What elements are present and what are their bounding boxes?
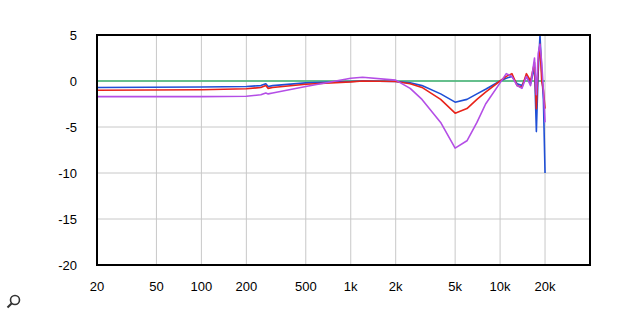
series-line [97,44,545,148]
y-tick-label: -5 [65,120,77,135]
x-tick-label: 20 [90,279,104,294]
x-tick-label: 100 [191,279,213,294]
y-tick-label: -15 [58,212,77,227]
x-grid-line [156,35,157,265]
x-grid-line [350,35,351,265]
y-tick-label: 5 [70,28,77,43]
x-tick-label: 2k [389,279,403,294]
x-grid-line [500,35,501,265]
x-grid-line [395,35,396,265]
y-tick-label: -10 [58,166,77,181]
y-tick-label: -20 [58,258,77,273]
y-grid-line [97,127,590,128]
chart: 20 50 100 200 500 1k 2k 5k 10k 20k -20 -15 -10 -5 0 5 [0,0,620,319]
series-line [97,35,545,173]
y-grid-line [97,173,590,174]
zoom-icon-handle [8,303,12,307]
background [0,0,620,319]
y-grid-line [97,219,590,220]
x-tick-label: 10k [490,279,511,294]
x-grid-line [201,35,202,265]
zoom-icon-lens [11,296,20,305]
series-line [97,44,545,113]
y-tick-label: 0 [70,74,77,89]
x-tick-label: 500 [295,279,317,294]
series-line [97,80,545,82]
plot-frame [97,35,590,265]
grid [97,35,590,265]
x-grid-line [455,35,456,265]
zoom-icon [8,296,20,308]
plot-area [97,35,545,173]
x-tick-label: 20k [535,279,556,294]
x-grid-line [246,35,247,265]
x-tick-label: 50 [149,279,163,294]
x-tick-label: 1k [344,279,358,294]
x-tick-label: 5k [448,279,462,294]
x-grid-line [305,35,306,265]
x-tick-label: 200 [235,279,257,294]
